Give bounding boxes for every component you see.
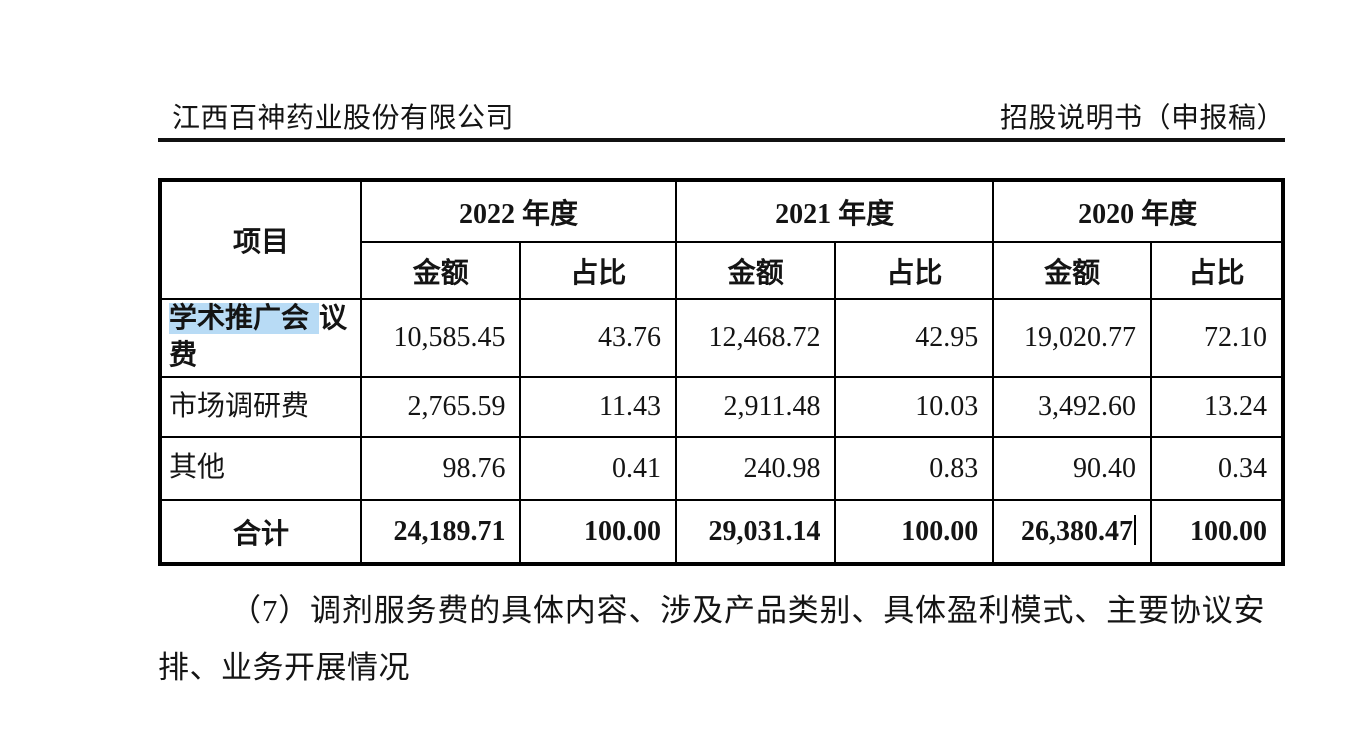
cell-2020-ratio: 72.10: [1150, 298, 1284, 378]
table-row-other: 其他 98.76 0.41 240.98 0.83 90.40 0.34: [158, 436, 1284, 501]
cell-2021-amount: 240.98: [674, 436, 837, 501]
cell-2021-ratio: 100.00: [834, 499, 995, 565]
paragraph-item-7: （7）调剂服务费的具体内容、涉及产品类别、具体盈利模式、主要协议安排、业务开展情…: [158, 593, 1265, 685]
cell-2022-amount: 24,189.71: [360, 499, 522, 565]
cell-2022-ratio: 0.41: [519, 436, 677, 501]
cell-2022-ratio: 43.76: [519, 298, 677, 378]
cell-2020-ratio: 100.00: [1150, 499, 1284, 565]
table-row-market-research: 市场调研费 2,765.59 11.43 2,911.48 10.03 3,49…: [158, 376, 1284, 438]
cell-2022-ratio: 100.00: [519, 499, 677, 565]
col-header-ratio-2022: 占比: [519, 241, 677, 300]
selection-highlight: 学术推广会: [169, 303, 320, 335]
col-header-item: 项目: [158, 179, 363, 300]
row-label-total: 合计: [158, 499, 363, 565]
cell-2022-amount: 10,585.45: [360, 298, 522, 378]
cell-2021-ratio: 42.95: [834, 298, 995, 378]
doc-type: 招股说明书（申报稿）: [999, 103, 1285, 134]
expense-table: 项目 2022 年度 2021 年度 2020 年度 金额 占比 金额 占比 金…: [158, 178, 1285, 566]
table-row-total: 合计 24,189.71 100.00 29,031.14 100.00 26,…: [158, 499, 1284, 565]
cell-2020-amount: 26,380.47: [992, 499, 1153, 565]
cell-2022-ratio: 11.43: [519, 376, 677, 438]
cell-2020-ratio: 0.34: [1150, 436, 1284, 501]
row-label-other: 其他: [158, 436, 363, 501]
col-header-ratio-2021: 占比: [834, 241, 995, 300]
cell-2020-amount: 19,020.77: [992, 298, 1153, 378]
cell-2021-ratio: 0.83: [834, 436, 995, 501]
cell-2020-amount: 3,492.60: [992, 376, 1153, 438]
cell-2021-amount: 2,911.48: [674, 376, 837, 438]
row-label-academic-promotion: 学术推广会 议费: [158, 298, 363, 378]
col-header-year-2020: 2020 年度: [992, 179, 1284, 243]
col-header-ratio-2020: 占比: [1150, 241, 1284, 300]
col-header-year-2022: 2022 年度: [360, 179, 677, 243]
col-header-amount-2022: 金额: [360, 241, 522, 300]
text-caret: [1134, 515, 1137, 545]
table-row-academic-promotion: 学术推广会 议费 10,585.45 43.76 12,468.72 42.95 …: [158, 298, 1284, 378]
col-header-amount-2021: 金额: [674, 241, 837, 300]
cell-2022-amount: 98.76: [360, 436, 522, 501]
cell-2021-amount: 12,468.72: [674, 298, 837, 378]
cell-2020-ratio: 13.24: [1150, 376, 1284, 438]
cell-2021-ratio: 10.03: [834, 376, 995, 438]
company-name: 江西百神药业股份有限公司: [172, 103, 515, 134]
cell-2020-amount: 90.40: [992, 436, 1153, 501]
row-label-market-research: 市场调研费: [158, 376, 363, 438]
col-header-amount-2020: 金额: [992, 241, 1153, 300]
cell-2022-amount: 2,765.59: [360, 376, 522, 438]
row-label-rest: 议费: [169, 303, 348, 371]
col-header-year-2021: 2021 年度: [674, 179, 995, 243]
cell-2021-amount: 29,031.14: [674, 499, 837, 565]
header-rule: [158, 138, 1285, 142]
